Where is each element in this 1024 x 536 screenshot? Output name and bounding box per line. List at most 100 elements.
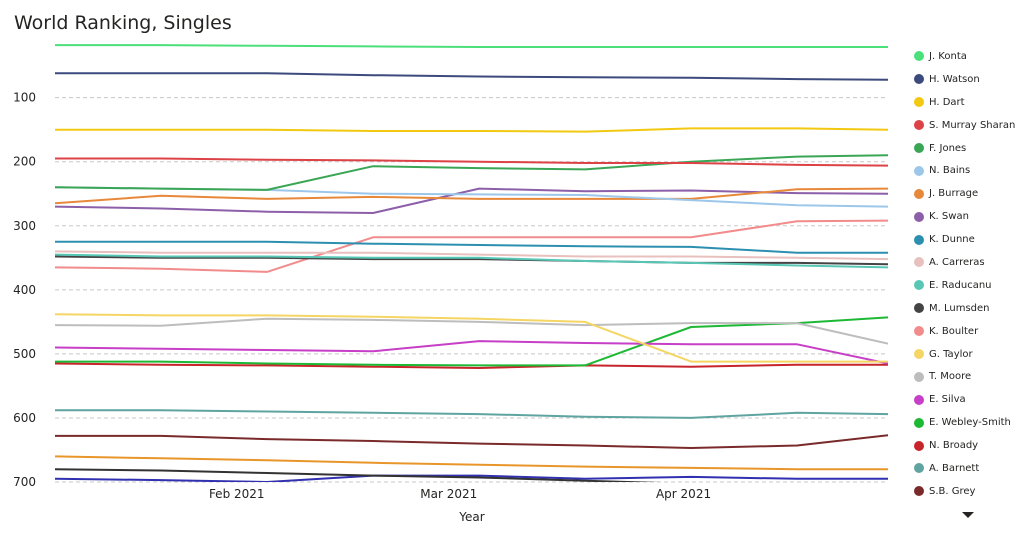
legend-item[interactable]: S.B. Grey xyxy=(914,480,1022,503)
series-line-navy-bottom[interactable] xyxy=(55,474,888,482)
legend-label: J. Konta xyxy=(929,50,967,62)
gridlines xyxy=(55,97,888,483)
series-line-e-silva[interactable] xyxy=(55,340,888,365)
series-line-orange-bottom[interactable] xyxy=(55,455,888,471)
x-axis-title: Year xyxy=(458,510,484,524)
legend-label: H. Dart xyxy=(929,96,965,108)
legend-marker-icon xyxy=(914,326,924,337)
series-line-k-boulter[interactable] xyxy=(55,219,888,273)
legend-item[interactable]: E. Webley-Smith xyxy=(914,411,1022,434)
x-axis-ticks: Feb 2021 Mar 2021 Apr 2021 xyxy=(209,487,711,501)
series-line-f-jones[interactable] xyxy=(55,154,888,191)
y-tick-label: 100 xyxy=(13,91,36,105)
legend-marker-icon xyxy=(914,74,924,85)
line-chart: 100 200 300 400 500 600 700 Feb 2021 Mar 2021 Ap… xyxy=(13,44,888,524)
legend-label: A. Carreras xyxy=(929,256,985,268)
legend-label: K. Swan xyxy=(929,211,969,223)
legend-item[interactable]: T. Moore xyxy=(914,365,1022,388)
legend-label: G. Taylor xyxy=(929,348,973,360)
legend-marker-icon xyxy=(914,211,924,222)
legend-marker-icon xyxy=(914,234,924,245)
y-tick-label: 200 xyxy=(13,155,36,169)
series-line-s-murray-sharan[interactable] xyxy=(55,157,888,167)
legend-marker-icon xyxy=(914,349,924,360)
legend-item[interactable]: S. Murray Sharan xyxy=(914,114,1022,137)
legend-item[interactable]: J. Konta xyxy=(914,45,1022,68)
x-tick-label: Mar 2021 xyxy=(420,487,477,501)
legend-label: F. Jones xyxy=(929,142,967,154)
series-line-e-webley-smith[interactable] xyxy=(55,316,888,367)
legend-label: K. Boulter xyxy=(929,325,979,337)
series-line-n-broady[interactable] xyxy=(55,362,888,369)
legend-marker-icon xyxy=(914,165,924,176)
legend-item[interactable]: J. Burrage xyxy=(914,182,1022,205)
legend-marker-icon xyxy=(914,417,924,428)
series-line-e-raducanu[interactable] xyxy=(55,253,888,269)
series-line-a-carreras[interactable] xyxy=(55,250,888,261)
legend-label: A. Barnett xyxy=(929,462,980,474)
series-line-g-taylor[interactable] xyxy=(55,313,888,363)
legend-item[interactable]: K. Boulter xyxy=(914,320,1022,343)
series-line-m-lumsden[interactable] xyxy=(55,255,888,266)
y-tick-label: 400 xyxy=(13,283,36,297)
legend-label: H. Watson xyxy=(929,73,980,85)
legend-label: N. Broady xyxy=(929,440,979,452)
series-line-h-watson[interactable] xyxy=(55,72,888,81)
legend-label: J. Burrage xyxy=(929,188,979,200)
legend-marker-icon xyxy=(914,51,924,62)
legend-marker-icon xyxy=(914,303,924,314)
legend-label: S.B. Grey xyxy=(929,485,976,497)
legend-item[interactable]: A. Carreras xyxy=(914,251,1022,274)
legend-label: N. Bains xyxy=(929,165,971,177)
legend-marker-icon xyxy=(914,143,924,153)
legend-marker-icon xyxy=(914,394,924,405)
legend-label: S. Murray Sharan xyxy=(929,119,1016,131)
legend-marker-icon xyxy=(914,486,924,497)
legend-item[interactable]: H. Dart xyxy=(914,91,1022,114)
legend-item[interactable]: M. Lumsden xyxy=(914,297,1022,320)
y-tick-label: 500 xyxy=(13,347,36,361)
y-tick-label: 300 xyxy=(13,219,36,233)
legend-item[interactable]: K. Dunne xyxy=(914,228,1022,251)
chart-title: World Ranking, Singles xyxy=(14,12,232,34)
series-line-a-barnett[interactable] xyxy=(55,409,888,419)
legend-label: E. Silva xyxy=(929,394,966,406)
legend-label: M. Lumsden xyxy=(929,302,990,314)
legend-item[interactable]: G. Taylor xyxy=(914,343,1022,366)
legend-scroll-down-icon[interactable] xyxy=(962,512,974,518)
series-line-s-b-grey[interactable] xyxy=(55,434,888,449)
series-line-dark-bottom[interactable] xyxy=(55,468,888,485)
y-tick-label: 600 xyxy=(13,411,36,425)
series-line-h-dart[interactable] xyxy=(55,127,888,133)
y-tick-label: 700 xyxy=(13,475,36,489)
legend-label: K. Dunne xyxy=(929,234,975,246)
legend-marker-icon xyxy=(914,440,924,451)
legend-item[interactable]: N. Bains xyxy=(914,159,1022,182)
legend-marker-icon xyxy=(914,280,924,291)
legend-item[interactable]: A. Barnett xyxy=(914,457,1022,480)
legend-item[interactable]: E. Raducanu xyxy=(914,274,1022,297)
series-lines xyxy=(55,44,888,485)
legend-marker-icon xyxy=(914,97,924,108)
series-line-j-konta[interactable] xyxy=(55,44,888,48)
legend-item[interactable]: H. Watson xyxy=(914,68,1022,91)
legend-marker-icon xyxy=(914,188,924,199)
legend-marker-icon xyxy=(914,257,924,268)
series-line-t-moore[interactable] xyxy=(55,317,888,345)
x-tick-label: Apr 2021 xyxy=(656,487,711,501)
legend-item[interactable]: E. Silva xyxy=(914,388,1022,411)
y-axis-ticks: 100 200 300 400 500 600 700 xyxy=(13,91,36,489)
legend-label: E. Webley-Smith xyxy=(929,417,1011,429)
series-line-j-burrage[interactable] xyxy=(55,187,888,205)
x-tick-label: Feb 2021 xyxy=(209,487,265,501)
legend-marker-icon xyxy=(914,371,924,382)
legend-marker-icon xyxy=(914,120,924,131)
legend-label: E. Raducanu xyxy=(929,279,992,291)
legend-item[interactable]: F. Jones xyxy=(914,137,1022,160)
series-line-k-dunne[interactable] xyxy=(55,240,888,254)
legend-marker-icon xyxy=(914,463,924,474)
legend-item[interactable]: K. Swan xyxy=(914,205,1022,228)
legend: J. Konta H. Watson H. Dart S. Murray Sharan… xyxy=(914,45,1022,503)
legend-item[interactable]: N. Broady xyxy=(914,434,1022,457)
legend-label: T. Moore xyxy=(929,371,972,383)
